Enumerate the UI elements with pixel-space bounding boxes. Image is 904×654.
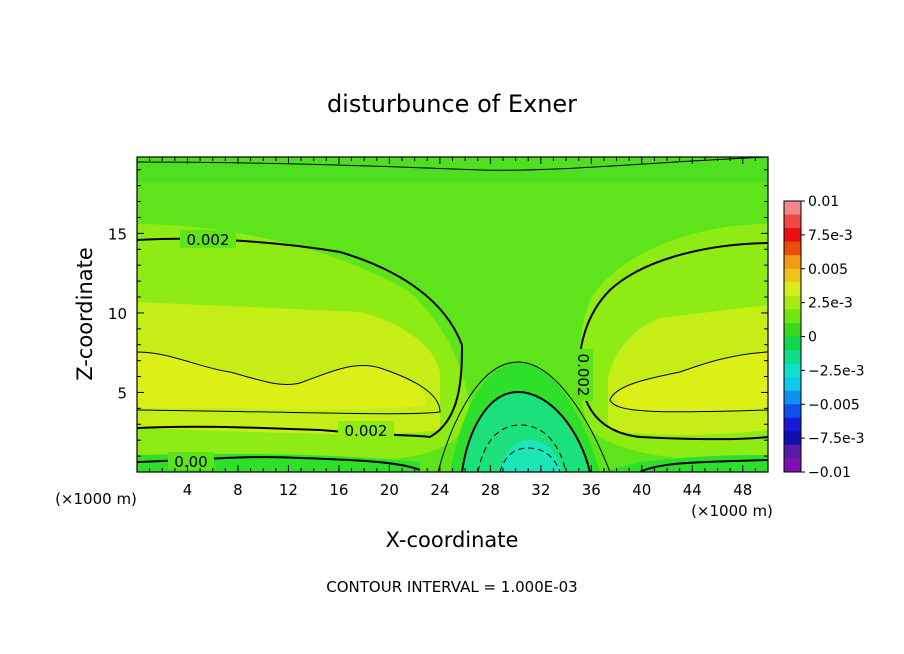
colorbar-label: 0.01 — [808, 194, 839, 210]
contour-interval-note: CONTOUR INTERVAL = 1.000E-03 — [326, 578, 577, 596]
contour-dome-dash-1 — [477, 424, 567, 472]
colorbar-band — [784, 255, 801, 270]
colorbar-band — [784, 404, 801, 419]
colorbar-band — [784, 363, 801, 378]
x-tick-label: 4 — [183, 481, 193, 499]
axis-ticks — [137, 157, 768, 472]
colorbar-label: 7.5e-3 — [808, 228, 853, 244]
contour-002-lower-left — [137, 425, 431, 438]
contour-002-right — [578, 242, 768, 373]
colorbar-label: −2.5e-3 — [808, 363, 865, 379]
plot-area: 0.002 0.002 0.002 0.00 — [137, 157, 768, 472]
y-unit-label: (×1000 m) — [55, 490, 137, 508]
colorbar-band — [784, 282, 801, 297]
colorbar-label: −7.5e-3 — [808, 431, 865, 447]
colorbar-band — [784, 201, 801, 216]
colorbar-label: 0 — [808, 330, 817, 346]
colorbar-band — [784, 268, 801, 283]
colorbar-band — [784, 322, 801, 337]
colorbar-band — [784, 241, 801, 256]
contour-label-0: 0.002 — [180, 230, 236, 249]
colorbar-band — [784, 444, 801, 459]
colorbar-band — [784, 228, 801, 243]
contour-thin-left-yellow — [137, 351, 441, 415]
x-tick-label: 20 — [380, 481, 399, 499]
x-tick-label: 36 — [582, 481, 601, 499]
contour-dome-dash-2 — [499, 447, 561, 472]
colorbar-band — [784, 295, 801, 310]
x-tick-labels: 4 8 12 16 20 24 28 32 36 40 44 48 — [183, 481, 753, 499]
y-axis-label: Z-coordinate — [73, 247, 97, 381]
y-tick-label: 5 — [117, 384, 127, 402]
contour-dome-thin-outer — [437, 361, 611, 472]
colorbar-band — [784, 431, 801, 446]
colorbar-band — [784, 390, 801, 405]
x-tick-label: 44 — [683, 481, 702, 499]
x-tick-label: 28 — [481, 481, 500, 499]
contour-label-1: 0.002 — [338, 421, 394, 440]
contour-label-text: 0.00 — [174, 453, 207, 471]
colorbar-label: 0.005 — [808, 262, 848, 278]
y-tick-labels: 5 10 15 — [108, 225, 127, 402]
x-unit-label: (×1000 m) — [691, 502, 773, 520]
colorbar-band — [784, 350, 801, 365]
colorbar-labels: 0.01 7.5e-3 0.005 2.5e-3 0 −2.5e-3 −0.005 −7.5e… — [801, 194, 865, 481]
x-tick-label: 8 — [233, 481, 243, 499]
colorbar-band — [784, 377, 801, 392]
x-tick-label: 32 — [531, 481, 550, 499]
contour-000-right — [639, 459, 768, 472]
contour-label-text: 0.002 — [345, 422, 388, 440]
colorbar-label: 2.5e-3 — [808, 296, 853, 312]
x-tick-label: 12 — [279, 481, 298, 499]
contour-label-text: 0.002 — [574, 354, 592, 397]
colorbar-label: −0.005 — [808, 397, 860, 413]
field-top-band — [137, 157, 768, 182]
contour-dome-bold — [461, 390, 591, 472]
colorbar — [783, 200, 802, 473]
contour-label-text: 0.002 — [187, 231, 230, 249]
chart-title: disturbunce of Exner — [327, 90, 577, 118]
contour-thin-right-yellow — [609, 351, 768, 413]
x-tick-label: 24 — [430, 481, 449, 499]
contour-thin-top — [137, 157, 768, 171]
field-yellow-core-right — [615, 352, 768, 412]
x-tick-label: 48 — [733, 481, 752, 499]
colorbar-band — [784, 214, 801, 229]
colorbar-band — [784, 458, 801, 473]
field-cyan-core — [500, 440, 562, 472]
field-green-dome — [462, 392, 588, 472]
colorbar-band — [784, 417, 801, 432]
x-axis-label: X-coordinate — [386, 528, 519, 552]
colorbar-band — [784, 309, 801, 324]
colorbar-label: −0.01 — [808, 465, 851, 481]
y-tick-label: 10 — [108, 305, 127, 323]
contour-002-lower-right — [582, 391, 768, 441]
colorbar-band — [784, 336, 801, 351]
contour-label-3: 0.00 — [168, 452, 214, 471]
contour-label-2: 0.002 — [574, 349, 593, 401]
x-tick-label: 40 — [632, 481, 651, 499]
y-tick-label: 15 — [108, 225, 127, 243]
x-tick-label: 16 — [329, 481, 348, 499]
